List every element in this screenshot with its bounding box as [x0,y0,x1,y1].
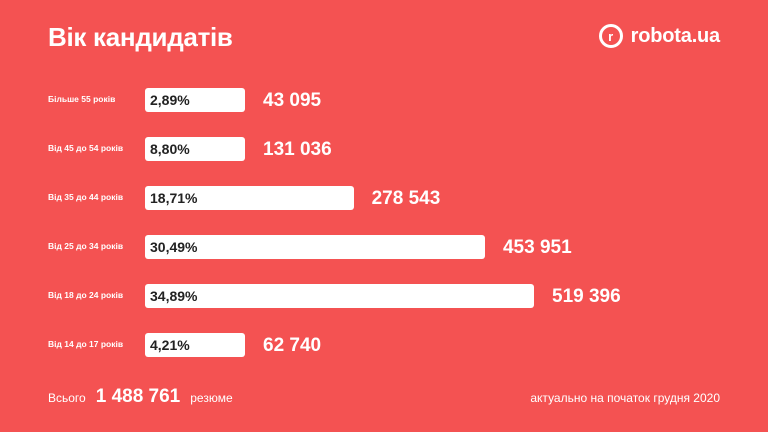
category-label: Від 25 до 34 років [48,241,124,251]
category-label: Від 14 до 17 років [48,339,124,349]
bar [145,88,245,112]
chart-row: Більше 55 років 2,89% 43 095 [0,88,768,112]
category-label: Більше 55 років [48,94,116,104]
category-label: Від 35 до 44 років [48,192,124,202]
percent-label: 30,49% [150,239,198,255]
bar [145,284,534,308]
bar [145,186,354,210]
chart-row: Від 14 до 17 років 4,21% 62 740 [0,333,768,357]
chart-row: Від 45 до 54 років 8,80% 131 036 [0,137,768,161]
bar [145,137,245,161]
chart-row: Від 25 до 34 років 30,49% 453 951 [0,235,768,259]
total-suffix: резюме [190,391,233,405]
count-label: 278 543 [371,188,441,209]
category-label: Від 18 до 24 років [48,290,124,300]
percent-label: 8,80% [150,141,190,157]
total-summary: Всього 1 488 761 резюме [48,386,233,408]
count-label: 131 036 [263,139,332,160]
chart-row: Від 18 до 24 років 34,89% 519 396 [0,284,768,308]
chart-row: Від 35 до 44 років 18,71% 278 543 [0,186,768,210]
category-label: Від 45 до 54 років [48,143,124,153]
percent-label: 18,71% [150,190,198,206]
total-prefix: Всього [48,391,86,405]
count-label: 453 951 [502,237,572,258]
count-label: 519 396 [552,286,621,307]
page-title: Вік кандидатів [48,22,233,52]
bar [145,235,485,259]
percent-label: 34,89% [150,288,198,304]
brand-logo[interactable]: r robota.ua [598,24,721,48]
brand-name: robota.ua [630,24,721,47]
robota-logo-icon: r [598,24,623,48]
bar [145,333,245,357]
count-label: 43 095 [263,90,322,111]
percent-label: 2,89% [150,92,190,108]
percent-label: 4,21% [150,337,190,353]
total-value: 1 488 761 [95,386,181,407]
count-label: 62 740 [263,335,322,356]
date-note: актуально на початок грудня 2020 [530,391,720,405]
